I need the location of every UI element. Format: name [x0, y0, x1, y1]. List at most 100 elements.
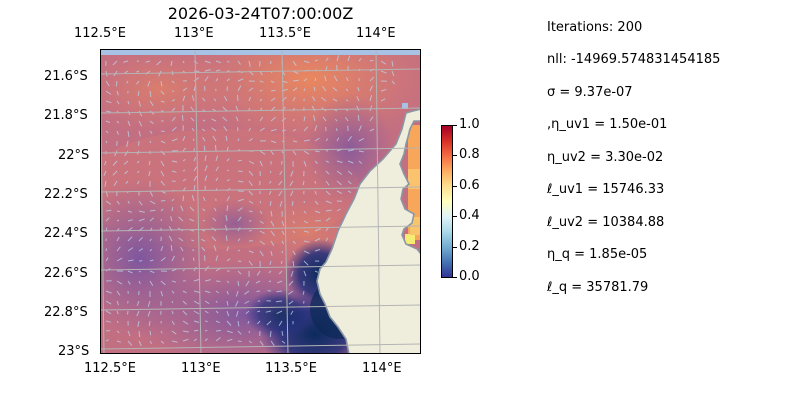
current-vector — [237, 216, 242, 222]
current-vector — [127, 130, 130, 137]
colorbar-label: 0.0 — [459, 269, 480, 284]
current-vector — [248, 160, 255, 165]
current-vector — [204, 255, 206, 262]
current-vector — [237, 238, 241, 242]
current-vector — [345, 88, 349, 92]
current-vector — [204, 279, 211, 282]
current-vector — [259, 250, 264, 257]
current-vector — [182, 320, 189, 325]
current-vector — [193, 266, 197, 272]
current-vector — [270, 210, 273, 217]
current-vector — [123, 60, 129, 63]
current-vector — [347, 190, 352, 194]
current-vector — [237, 198, 244, 202]
current-vector — [160, 180, 165, 186]
current-vector — [322, 116, 327, 122]
current-vector — [281, 240, 285, 245]
current-vector — [237, 138, 240, 142]
current-vector — [212, 108, 217, 112]
current-vector — [149, 270, 155, 274]
current-vector — [248, 127, 251, 132]
current-vector — [325, 190, 331, 196]
current-vector — [237, 180, 244, 183]
current-vector — [192, 249, 195, 252]
current-vector — [127, 340, 133, 346]
current-vector — [259, 200, 262, 204]
current-vector — [303, 270, 307, 277]
current-vector — [215, 310, 219, 314]
current-vector — [105, 200, 112, 205]
current-vector — [358, 150, 364, 153]
current-vector — [116, 100, 120, 105]
current-vector — [149, 190, 154, 197]
current-vector — [138, 110, 143, 117]
current-vector — [270, 80, 275, 83]
current-vector — [156, 60, 162, 66]
current-vector — [160, 200, 166, 202]
current-vector — [204, 60, 211, 64]
current-vector — [322, 85, 327, 92]
current-vector — [105, 248, 108, 252]
current-vector — [235, 290, 239, 297]
current-vector — [147, 300, 151, 307]
current-vector — [245, 280, 250, 287]
current-vector — [226, 205, 229, 212]
current-vector — [347, 180, 352, 185]
current-vector — [268, 190, 272, 195]
current-vector — [211, 127, 217, 132]
current-vector — [114, 150, 118, 157]
current-vector — [204, 69, 211, 72]
current-vector — [325, 57, 329, 62]
current-vector — [290, 270, 294, 277]
current-vector — [116, 236, 120, 242]
current-vector — [192, 138, 195, 142]
current-vector — [290, 310, 294, 315]
current-vector — [191, 95, 195, 102]
current-vector — [127, 247, 134, 252]
current-vector — [245, 310, 250, 315]
param-ell-q: ℓ_q = 35781.79 — [547, 280, 649, 295]
current-vector — [303, 240, 310, 243]
current-vector — [193, 310, 200, 315]
current-vector — [193, 60, 198, 64]
current-vector — [369, 128, 375, 132]
current-vector — [314, 59, 319, 62]
current-vector — [202, 196, 206, 202]
current-vector — [222, 116, 228, 122]
current-vector — [193, 329, 199, 332]
current-vector — [256, 270, 261, 276]
current-vector — [116, 120, 120, 124]
current-vector — [171, 207, 174, 212]
current-vector — [303, 139, 310, 142]
current-vector — [270, 220, 275, 227]
current-vector — [202, 119, 206, 122]
current-vector — [180, 205, 184, 212]
current-vector — [182, 60, 185, 64]
current-vector — [149, 330, 152, 336]
current-vector — [136, 160, 140, 164]
current-vector — [160, 340, 165, 344]
current-vector — [278, 190, 283, 197]
current-vector — [171, 280, 177, 283]
current-vector — [226, 196, 230, 202]
current-vector — [369, 95, 372, 102]
current-vector — [112, 160, 118, 166]
current-vector — [259, 210, 263, 214]
current-vector — [105, 130, 109, 134]
current-vector — [391, 60, 394, 67]
current-vector — [193, 290, 200, 293]
colorbar-tick — [453, 155, 457, 156]
current-vector — [347, 55, 351, 62]
current-vector — [202, 208, 206, 212]
current-vector — [237, 340, 242, 342]
current-vector — [303, 88, 306, 92]
current-vector — [136, 70, 140, 73]
current-vector — [347, 160, 354, 164]
current-vector — [244, 300, 250, 304]
current-vector — [278, 180, 283, 186]
current-vector — [292, 240, 296, 244]
current-vector — [226, 158, 230, 162]
current-vector — [314, 150, 320, 153]
current-vector — [127, 280, 131, 285]
current-vector — [369, 76, 375, 82]
